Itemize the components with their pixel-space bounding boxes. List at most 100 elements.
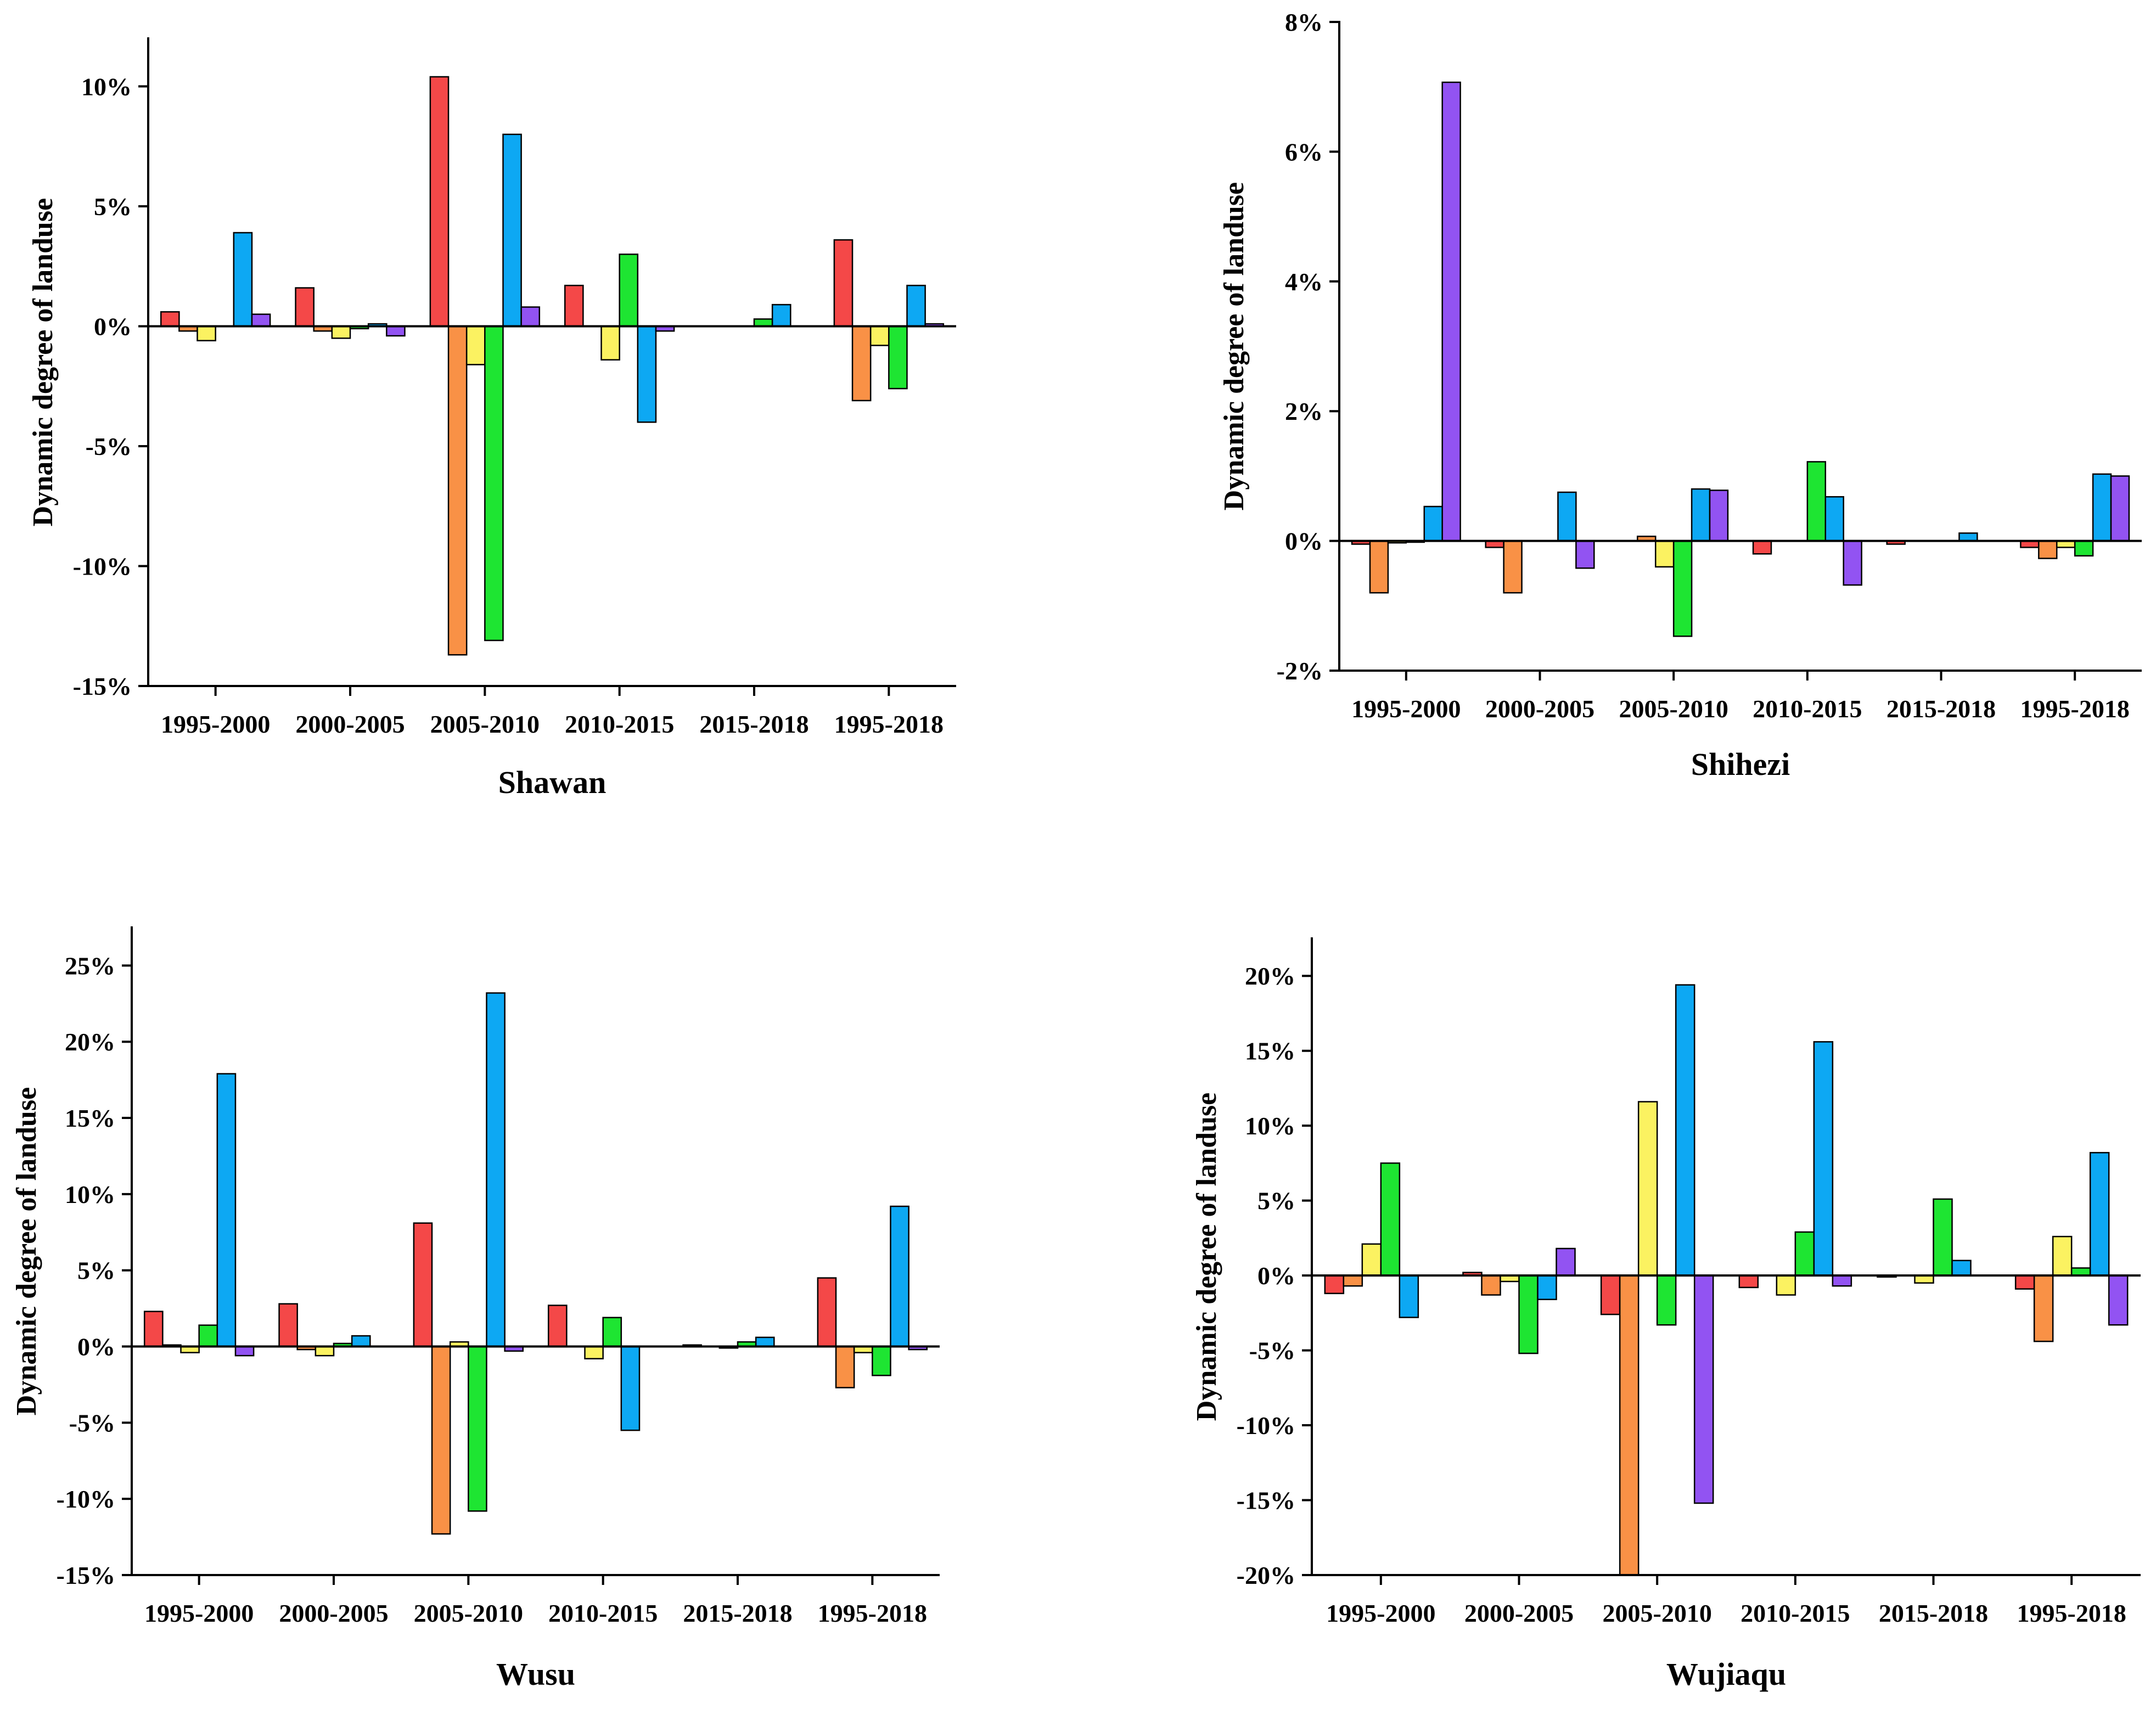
y-tick-label: 25% [65,952,115,980]
bar-red-5 [833,239,854,327]
bar-orange-2 [431,1346,451,1535]
bar-purple-5 [2108,1274,2129,1326]
bar-green-2 [1672,540,1693,637]
y-tick-label: 0% [94,312,132,340]
bar-blue-0 [1423,505,1443,542]
bar-purple-1 [1575,540,1595,569]
y-tick-label: -10% [1237,1412,1295,1440]
bar-yellow-2 [1654,540,1675,568]
bar-green-5 [872,1346,891,1376]
chart-wujiaqu: 20% 15% 10% 5% 0% -5% -10% -15% -20% 1995-2000 200… [1191,937,2141,1692]
x-tick-label: 2010-2015 [565,710,674,738]
bar-blue-3 [1824,496,1844,542]
bar-blue-3 [637,325,657,423]
x-tick-label: 2000-2005 [279,1599,388,1627]
y-tick-label: -5% [69,1409,115,1437]
bar-orange-0 [1343,1274,1363,1287]
bar-yellow-1 [315,1346,335,1357]
y-tick-label: 15% [1245,1037,1295,1065]
y-axis-label: Dynamic degree of landuse [1219,182,1250,510]
bar-red-2 [1600,1274,1621,1315]
y-tick-label: 20% [65,1028,115,1056]
y-tick-label: 10% [1245,1112,1295,1140]
bar-purple-0 [1441,81,1461,542]
x-tick-label: 2015-2018 [699,710,808,738]
bar-green-2 [1656,1274,1677,1326]
chart-title: Wusu [496,1656,575,1692]
chart-title: Shawan [498,764,607,800]
y-tick-label: -10% [57,1485,115,1513]
bar-orange-0 [1369,540,1389,594]
bar-blue-0 [1399,1274,1419,1318]
bar-blue-0 [216,1073,237,1347]
bar-blue-1 [1557,491,1577,542]
y-tick-label: 6% [1285,138,1323,166]
x-tick-label: 1995-2000 [144,1599,254,1627]
bar-blue-5 [890,1205,909,1347]
chart-shawan: 10% 5% 0% -5% -10% -15% 1995-2000 2000-2005 2005… [27,37,956,800]
y-tick-label: -2% [1277,657,1323,685]
bar-yellow-5 [869,325,890,346]
y-tick-label: 5% [94,193,132,221]
bar-blue-0 [233,232,253,327]
bar-orange-1 [1481,1274,1501,1296]
bar-yellow-2 [1637,1101,1658,1277]
bar-red-5 [817,1277,837,1347]
bar-purple-0 [251,313,271,327]
x-tick-label: 2010-2015 [1753,695,1862,723]
y-tick-label: 2% [1285,397,1323,425]
chart-title: Wujiaqu [1666,1656,1786,1692]
bar-blue-2 [486,992,506,1347]
bar-blue-2 [502,133,522,327]
bar-red-2 [429,76,450,327]
bar-red-3 [1738,1274,1759,1289]
chart-wusu: 25% 20% 15% 10% 5% 0% -5% -10% -15% 1995-2000 2000… [11,926,940,1692]
y-tick-label: 10% [81,72,132,100]
bar-purple-2 [1693,1274,1714,1504]
bar-green-0 [1380,1162,1401,1277]
y-tick-label: 8% [1285,8,1323,36]
bar-blue-5 [2092,473,2112,542]
bar-orange-2 [1619,1274,1640,1576]
bar-orange-1 [1503,540,1523,594]
x-tick-label: 2015-2018 [683,1599,792,1627]
x-tick-label: 1995-2000 [1326,1599,1435,1627]
bar-blue-5 [2089,1152,2110,1277]
y-tick-label: -15% [1237,1487,1295,1515]
x-tick-label: 2000-2005 [295,710,405,738]
y-tick-label: 0% [1285,527,1323,555]
x-tick-label: 2015-2018 [1886,695,1996,723]
bar-yellow-3 [600,325,620,361]
bar-yellow-0 [1361,1243,1382,1277]
bar-purple-5 [2110,475,2130,542]
x-tick-label: 1995-2018 [818,1599,927,1627]
bar-green-0 [198,1324,218,1347]
x-tick-label: 2005-2010 [430,710,540,738]
x-tick-label: 2005-2010 [414,1599,523,1627]
x-tick-label: 2000-2005 [1464,1599,1574,1627]
bar-blue-3 [620,1346,641,1431]
bar-purple-3 [1832,1274,1852,1287]
y-axis-label: Dynamic degree of landuse [11,1087,42,1415]
bar-orange-5 [835,1346,855,1388]
bar-yellow-0 [196,325,216,341]
chart-title: Shihezi [1691,746,1790,782]
bar-green-3 [1806,461,1827,542]
bar-blue-4 [1951,1259,1972,1277]
y-tick-label: 0% [1257,1262,1295,1290]
bar-orange-5 [2038,540,2058,559]
x-tick-label: 2010-2015 [1740,1599,1850,1627]
bar-blue-2 [1675,984,1695,1277]
bar-red-0 [1324,1274,1345,1295]
bar-red-3 [547,1304,568,1347]
bar-yellow-1 [331,325,351,339]
bar-red-1 [295,287,315,327]
bar-blue-4 [771,303,791,327]
bar-red-2 [413,1222,433,1347]
bar-green-3 [602,1317,622,1347]
bar-green-3 [1794,1231,1815,1277]
bar-orange-5 [851,325,872,402]
bar-orange-5 [2033,1274,2054,1342]
bar-red-3 [1752,540,1772,555]
bar-blue-1 [351,1335,371,1347]
